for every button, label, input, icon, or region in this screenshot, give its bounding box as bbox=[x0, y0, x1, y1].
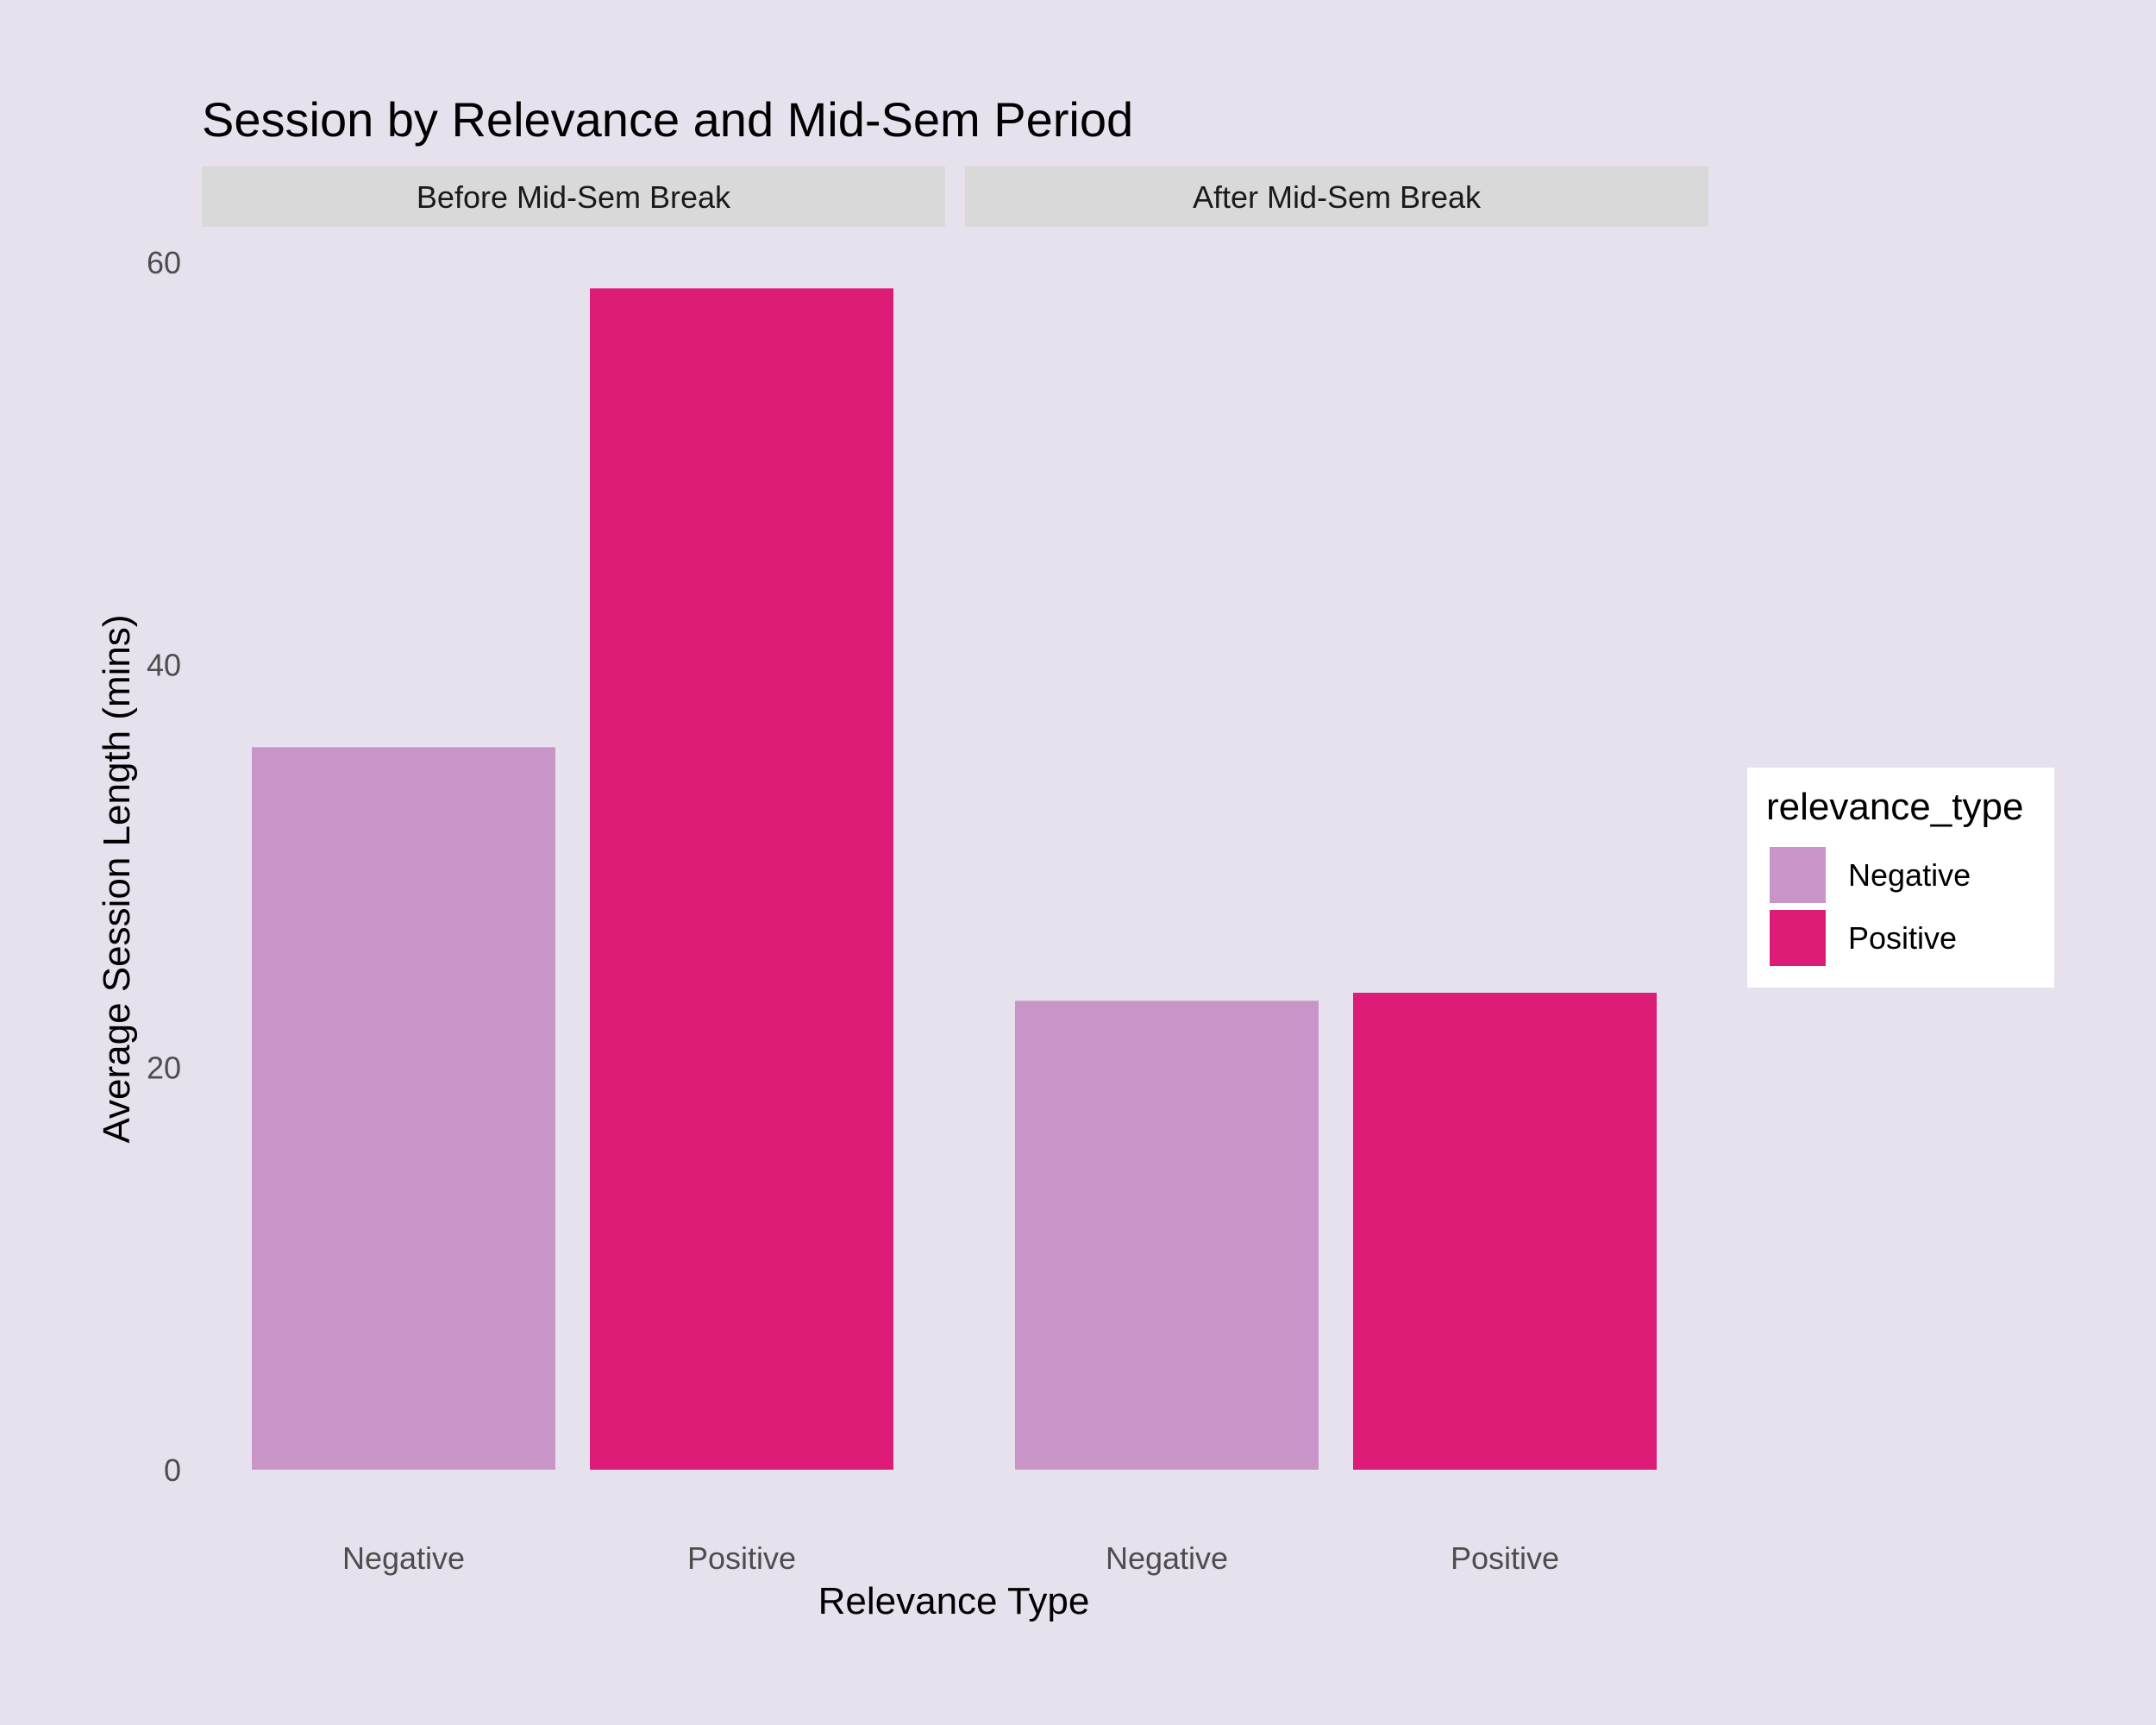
x-tick-label: Negative bbox=[1106, 1540, 1228, 1576]
x-axis-ticks: Negative Positive Negative Positive bbox=[342, 1540, 1559, 1576]
legend-label-negative: Negative bbox=[1848, 857, 1971, 893]
legend-key-positive bbox=[1768, 908, 1827, 968]
y-tick-label: 60 bbox=[147, 245, 181, 280]
facet-strip-label: After Mid-Sem Break bbox=[1193, 179, 1482, 215]
x-axis-title: Relevance Type bbox=[818, 1580, 1090, 1622]
facet-strip-label: Before Mid-Sem Break bbox=[417, 179, 731, 215]
bar-positive bbox=[590, 288, 893, 1470]
y-tick-label: 40 bbox=[147, 648, 181, 683]
x-tick-label: Positive bbox=[687, 1540, 796, 1576]
facet-strip bbox=[965, 166, 1708, 227]
legend-title: relevance_type bbox=[1766, 786, 2023, 828]
x-tick-label: Negative bbox=[342, 1540, 465, 1576]
y-tick-label: 20 bbox=[147, 1050, 181, 1085]
bar-negative bbox=[1015, 1000, 1319, 1470]
y-axis-ticks: 0 20 40 60 bbox=[147, 245, 181, 1488]
x-tick-label: Positive bbox=[1451, 1540, 1559, 1576]
legend: relevance_type Negative Positive bbox=[1747, 768, 2054, 988]
bar-positive bbox=[1353, 993, 1657, 1470]
y-tick-label: 0 bbox=[164, 1452, 181, 1488]
bar-negative bbox=[252, 747, 555, 1470]
facet-strips: Before Mid-Sem Break After Mid-Sem Break bbox=[202, 166, 1708, 227]
bars bbox=[252, 288, 1657, 1470]
facet-strip bbox=[202, 166, 945, 227]
chart-title: Session by Relevance and Mid-Sem Period bbox=[202, 92, 1133, 147]
legend-key-negative bbox=[1768, 845, 1827, 905]
y-axis-title: Average Session Length (mins) bbox=[96, 614, 138, 1143]
legend-label-positive: Positive bbox=[1848, 920, 1957, 956]
